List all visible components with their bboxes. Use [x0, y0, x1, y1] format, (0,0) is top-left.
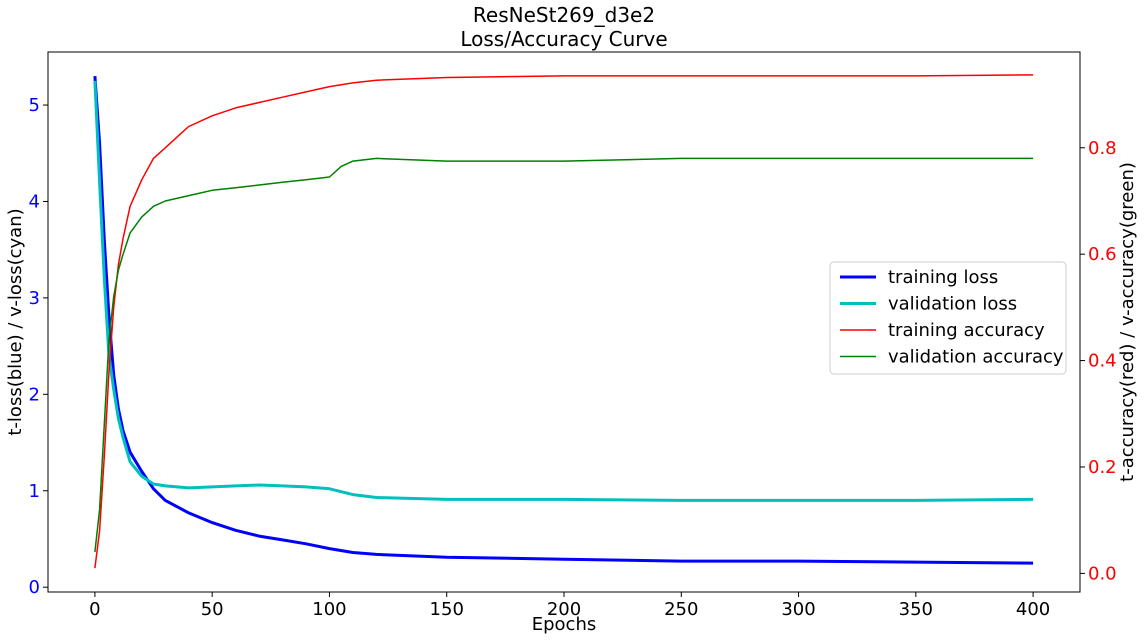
legend-box: [829, 261, 1067, 375]
legend-label: training loss: [888, 267, 998, 288]
series-line-training-loss: [93, 75, 1034, 565]
x-tick-label: 150: [430, 599, 464, 620]
series-layer: [93, 74, 1034, 569]
x-tick-label: 200: [547, 599, 581, 620]
left-y-tick-label: 1: [29, 481, 40, 502]
legend-label: training accuracy: [888, 320, 1045, 341]
right-axis-ticks: 0.0 0.2 0.4 0.6 0.8: [1080, 138, 1117, 584]
left-y-tick-label: 2: [29, 384, 40, 405]
left-axis-label: t-loss(blue) / v-loss(cyan): [5, 208, 26, 435]
legend: training loss validation loss training acc…: [829, 261, 1067, 375]
left-y-tick-label: 4: [29, 191, 40, 212]
x-tick-label: 400: [1016, 599, 1050, 620]
series-line-training-accuracy: [94, 74, 1034, 569]
x-tick-label: 50: [201, 599, 224, 620]
x-tick-label: 0: [89, 599, 100, 620]
chart-title: ResNeSt269_d3e2: [473, 3, 655, 27]
left-y-tick-label: 5: [29, 95, 40, 116]
right-y-tick-label: 0.2: [1088, 457, 1117, 478]
x-axis-label: Epochs: [532, 614, 597, 635]
series-line-validation-loss: [93, 80, 1034, 502]
chart-subtitle: Loss/Accuracy Curve: [460, 27, 667, 51]
right-y-tick-label: 0.4: [1088, 351, 1117, 372]
x-tick-label: 100: [312, 599, 346, 620]
right-y-tick-label: 0.6: [1088, 244, 1117, 265]
series-line-validation-accuracy: [94, 157, 1034, 553]
x-tick-label: 350: [899, 599, 933, 620]
legend-items: training loss validation loss training acc…: [840, 267, 1064, 368]
left-y-tick-label: 3: [29, 288, 40, 309]
right-y-tick-label: 0.8: [1088, 138, 1117, 159]
x-tick-label: 250: [664, 599, 698, 620]
x-axis-ticks: 0 50 100 150 200 250 300 350 400: [89, 592, 1050, 620]
legend-label: validation accuracy: [888, 347, 1064, 368]
left-y-tick-label: 0: [29, 577, 40, 598]
x-tick-label: 300: [781, 599, 815, 620]
legend-label: validation loss: [888, 294, 1017, 315]
right-axis-label: t-accuracy(red) / v-accuracy(green): [1117, 162, 1138, 482]
left-axis-ticks: 0 1 2 3 4 5: [29, 95, 48, 598]
right-y-tick-label: 0.0: [1088, 563, 1117, 584]
